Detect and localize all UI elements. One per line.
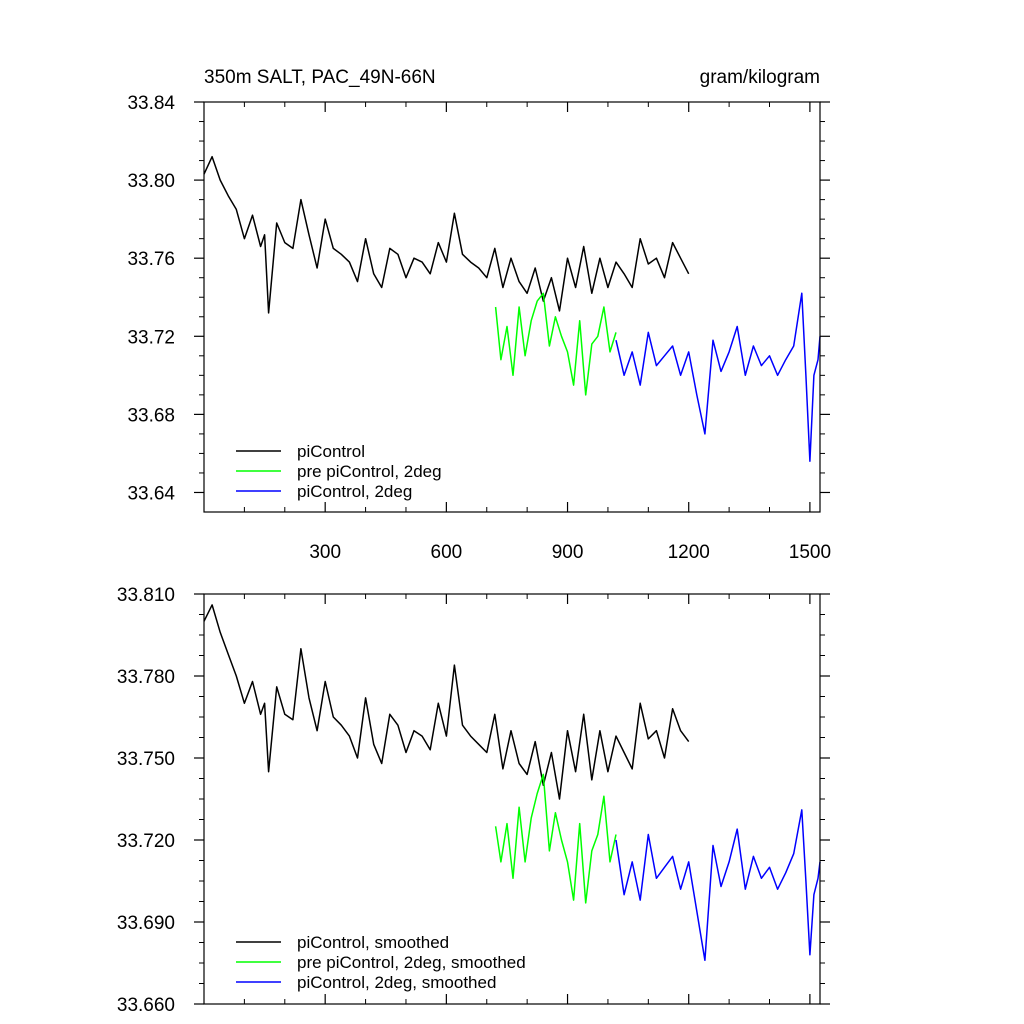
series-line-picontrol-2deg bbox=[615, 292, 821, 462]
y-tick-label: 33.64 bbox=[127, 483, 175, 504]
y-tick-label: 33.80 bbox=[127, 171, 175, 192]
series-line-pre-picontrol-2deg-smoothed bbox=[494, 773, 617, 904]
x-tick-label: 1200 bbox=[668, 542, 710, 563]
x-tick-label: 1500 bbox=[789, 542, 831, 563]
legend-label-picontrol: piControl bbox=[297, 442, 365, 461]
series-line-picontrol bbox=[203, 155, 690, 314]
y-tick-label: 33.690 bbox=[117, 913, 175, 934]
bottom-series-group bbox=[203, 604, 821, 962]
x-tick-label: 900 bbox=[552, 542, 584, 563]
legend-label-pre-picontrol-2deg: pre piControl, 2deg bbox=[297, 462, 442, 481]
bottom-y-tick-labels: 33.660 33.690 33.720 33.750 33.780 33.810 bbox=[117, 585, 175, 1016]
legend-label-picontrol-2deg-smoothed: piControl, 2deg, smoothed bbox=[297, 973, 496, 992]
series-line-picontrol-2deg-smoothed bbox=[615, 809, 821, 962]
legend-label-picontrol-smoothed: piControl, smoothed bbox=[297, 933, 449, 952]
top-y-tick-labels: 33.64 33.68 33.72 33.76 33.80 33.84 bbox=[127, 93, 175, 504]
series-line-pre-picontrol-2deg bbox=[494, 292, 617, 396]
y-tick-label: 33.780 bbox=[117, 667, 175, 688]
top-series-group bbox=[203, 155, 821, 462]
top-salinity-panel: 350m SALT, PAC_49N-66N gram/kilogram 33.… bbox=[127, 67, 831, 563]
y-tick-label: 33.750 bbox=[117, 749, 175, 770]
chart-title: 350m SALT, PAC_49N-66N bbox=[204, 67, 436, 88]
bottom-ticks bbox=[194, 593, 830, 1005]
top-ticks bbox=[194, 101, 830, 512]
y-tick-label: 33.72 bbox=[127, 327, 175, 348]
y-tick-label: 33.810 bbox=[117, 585, 175, 606]
bottom-legend: piControl, smoothed pre piControl, 2deg,… bbox=[236, 933, 526, 992]
chart-units: gram/kilogram bbox=[700, 67, 820, 88]
y-tick-label: 33.660 bbox=[117, 995, 175, 1016]
x-tick-label: 600 bbox=[431, 542, 463, 563]
y-tick-label: 33.68 bbox=[127, 405, 175, 426]
top-x-tick-labels: 300 600 900 1200 1500 bbox=[309, 542, 831, 563]
y-tick-label: 33.84 bbox=[127, 93, 175, 114]
legend-label-pre-picontrol-2deg-smoothed: pre piControl, 2deg, smoothed bbox=[297, 953, 526, 972]
top-plot-frame bbox=[203, 101, 821, 513]
top-legend: piControl pre piControl, 2deg piControl,… bbox=[236, 442, 442, 501]
y-tick-label: 33.720 bbox=[117, 831, 175, 852]
x-tick-label: 300 bbox=[309, 542, 341, 563]
y-tick-label: 33.76 bbox=[127, 249, 175, 270]
bottom-smoothed-panel: 33.660 33.690 33.720 33.750 33.780 33.810 piC… bbox=[117, 585, 830, 1016]
legend-label-picontrol-2deg: piControl, 2deg bbox=[297, 482, 412, 501]
series-line-picontrol-smoothed bbox=[203, 604, 690, 800]
